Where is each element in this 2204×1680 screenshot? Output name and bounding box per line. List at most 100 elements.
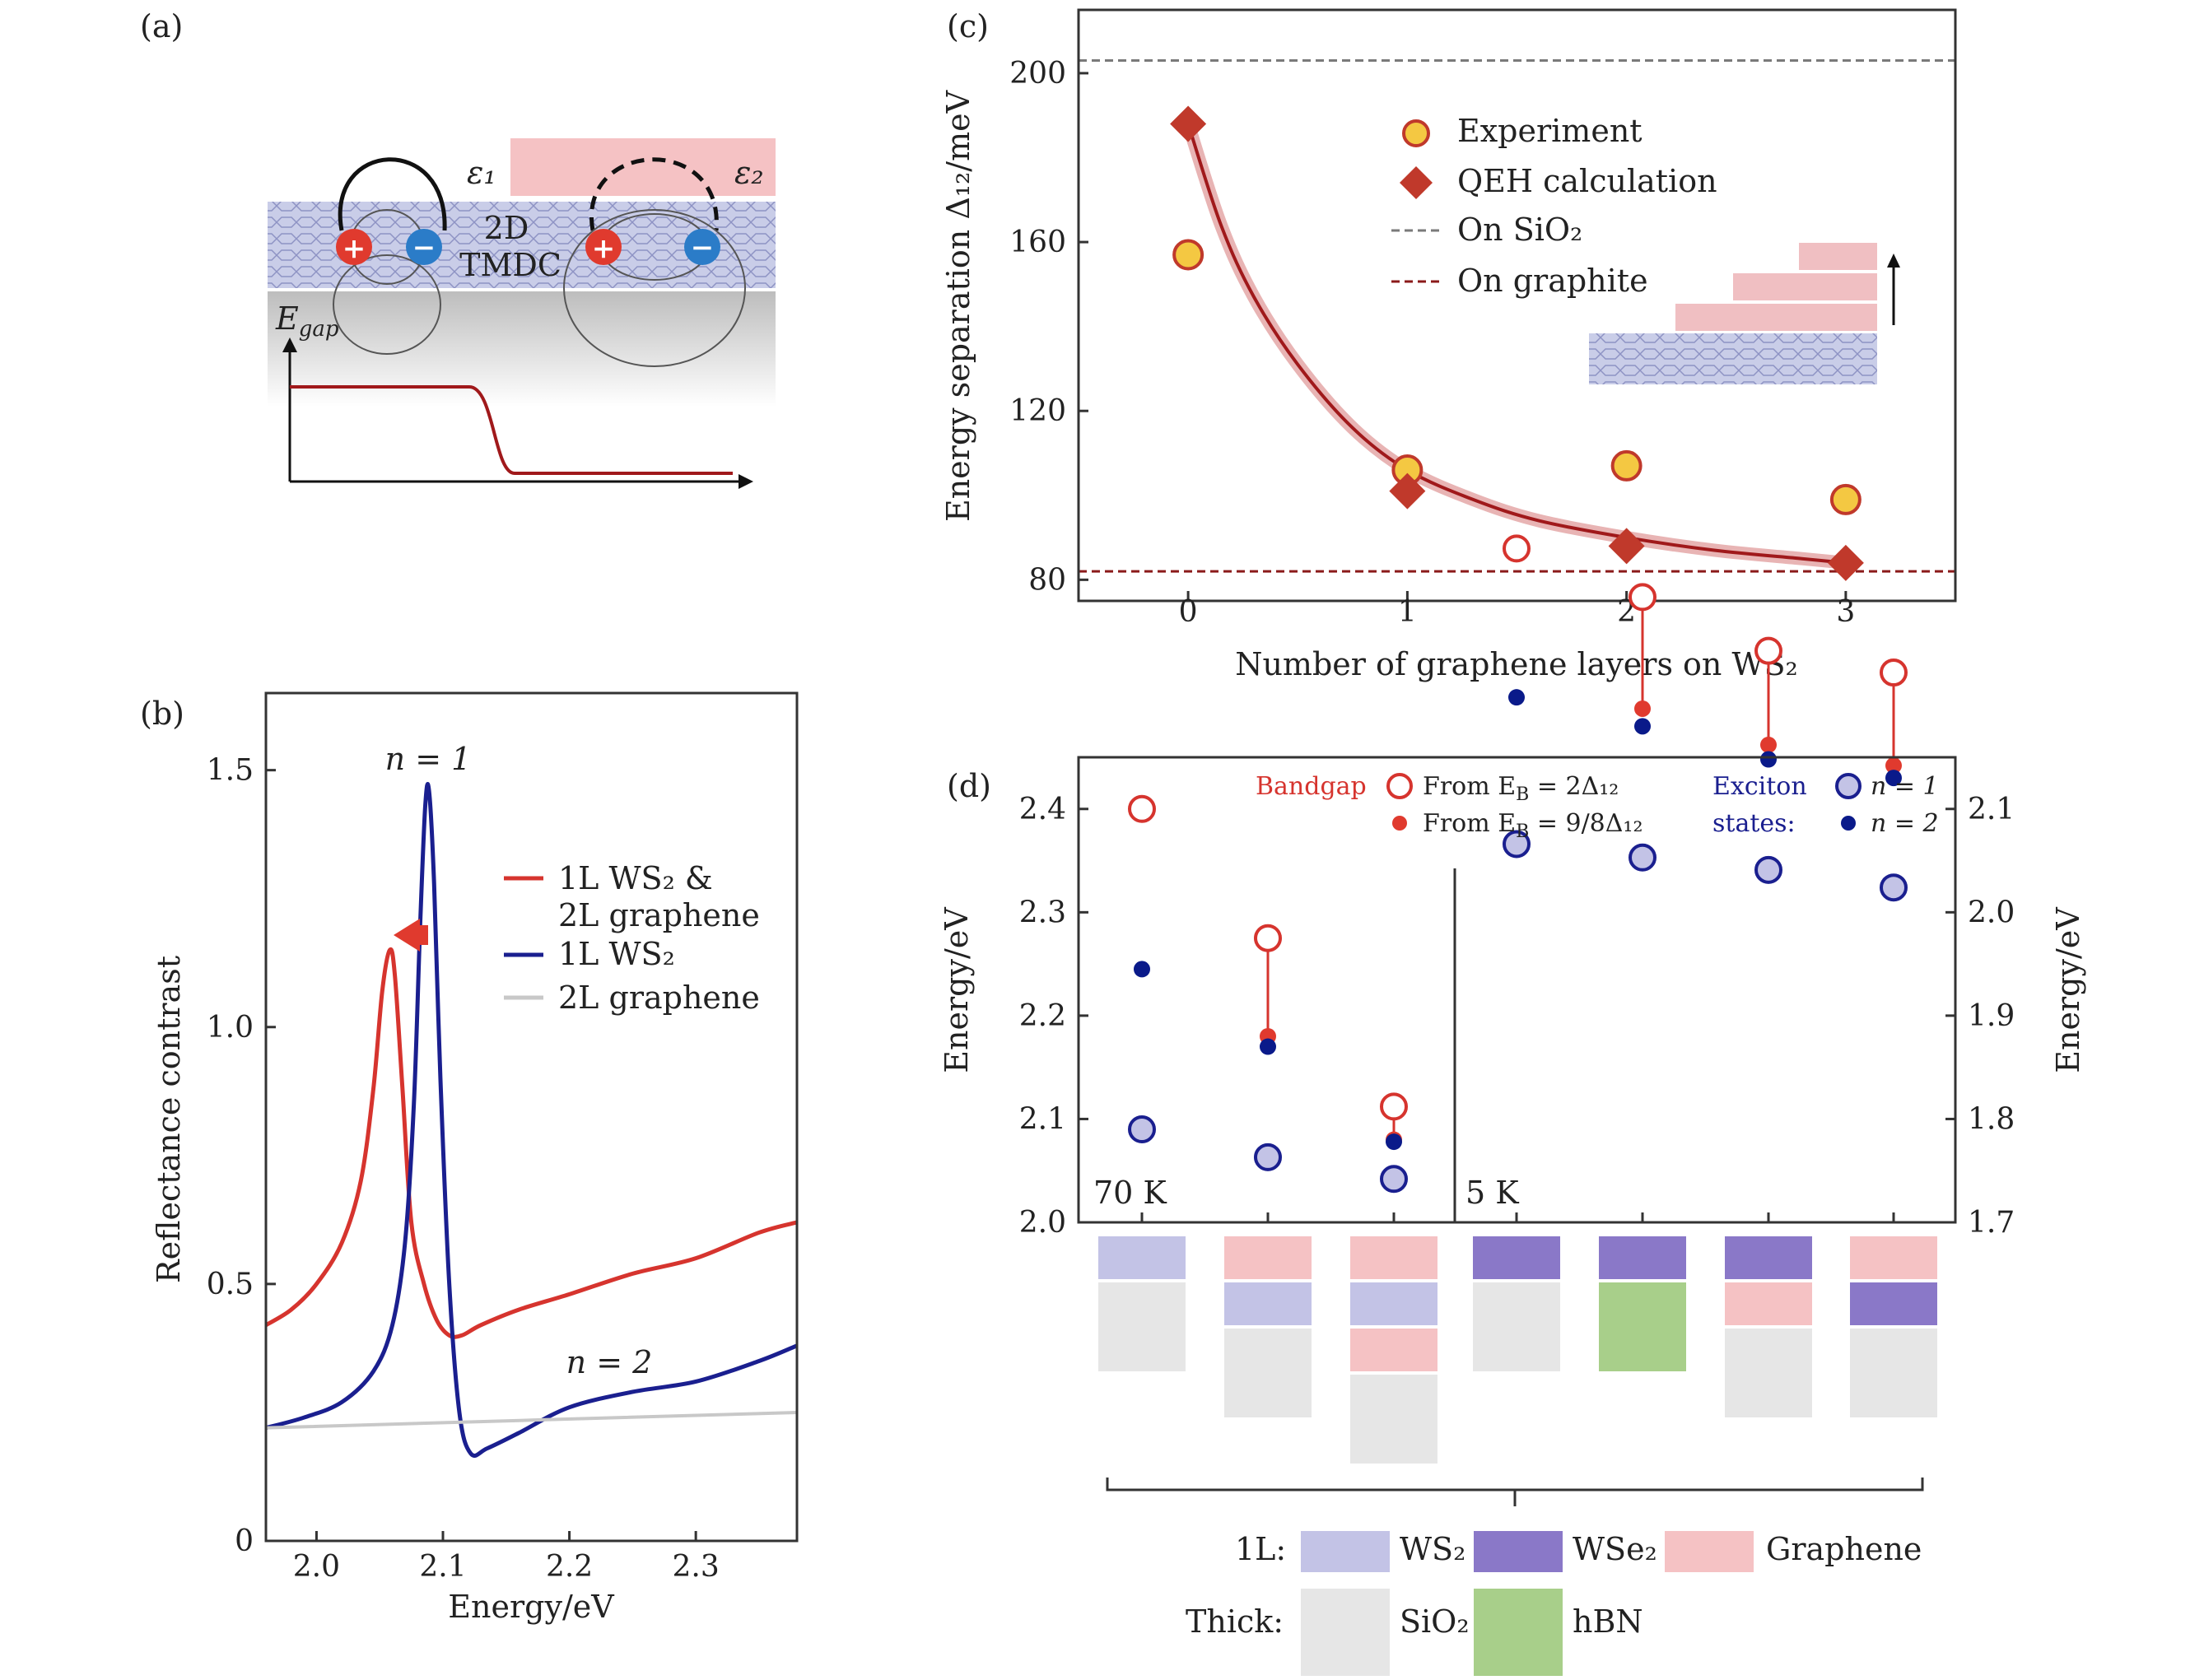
panel-d: (d) 2.0 2.1 2.2 2.3 2.4 1.7 1.8 1.9 2.0 2.1 Ener… (939, 534, 2086, 1676)
egap-label: Egap (275, 300, 339, 342)
stack-layer-ws2 (1350, 1282, 1437, 1325)
legend-marker-qeh (1400, 166, 1433, 199)
y-tick-label-right: 1.7 (1968, 1206, 2015, 1240)
legend-label-graphene: Graphene (1766, 1531, 1922, 1567)
substrate-gradient (268, 291, 776, 407)
legend-label-n1: n = 1 (1871, 772, 1939, 801)
x-axis-label-b: Energy/eV (448, 1589, 614, 1625)
egap-profile-curve (290, 385, 733, 475)
legend-label-hbn: hBN (1573, 1603, 1643, 1640)
exciton-n2-point (1885, 770, 1902, 787)
qeh-point (1827, 544, 1864, 581)
legend-label-sio2: SiO₂ (1400, 1603, 1470, 1640)
legend-thick-label: Thick: (1186, 1603, 1284, 1640)
legend-label-qeh: QEH calculation (1457, 163, 1717, 199)
stack-layer-wse2 (1725, 1236, 1812, 1279)
legend-label-gray: 2L graphene (558, 980, 760, 1016)
stack-layer-ws2 (1224, 1282, 1312, 1325)
stack-layer-ws2 (1098, 1236, 1186, 1279)
stack-layer-wse2 (1850, 1282, 1937, 1325)
inset-graphene-1 (1675, 304, 1877, 331)
bandgap-filled-point (1634, 700, 1651, 717)
legend-swatch-hbn (1474, 1589, 1563, 1676)
y-axis-label-b: Reflectance contrast (151, 956, 187, 1283)
y-tick-label-left: 2.1 (1019, 1102, 1066, 1136)
legend-label-ws2: WS₂ (1400, 1531, 1465, 1567)
field-line-dashed (589, 157, 719, 231)
y-ticks-left-d: 2.0 2.1 2.2 2.3 2.4 (1019, 793, 1088, 1240)
y-tick-label-left: 2.4 (1019, 793, 1066, 826)
plot-frame-c (1077, 8, 1957, 603)
legend-label-graphite: On graphite (1457, 263, 1648, 299)
x-tick-label: 0 (1179, 595, 1198, 629)
y-tick-label: 160 (1009, 226, 1066, 259)
panel-label-d: (d) (947, 768, 991, 804)
eps2-label: ε₂ (734, 155, 764, 191)
x-tick-label: 2.3 (673, 1550, 720, 1584)
electron-icon-right (684, 229, 720, 265)
y-ticks-c: 80 120 160 200 (1009, 57, 1088, 597)
series-line-0 (264, 947, 798, 1339)
x-tick-label: 2.2 (546, 1550, 593, 1584)
plot-frame-b (264, 691, 799, 1543)
y-axis-label-left-d: Energy/eV (939, 907, 975, 1073)
series-line-2 (265, 1410, 798, 1430)
y-ticks-right-d: 1.7 1.8 1.9 2.0 2.1 (1945, 793, 2015, 1240)
legend-swatch-wse2 (1474, 1531, 1563, 1572)
legend-swatch-graphene (1665, 1531, 1754, 1572)
legend-label-red-1: 1L WS₂ & (558, 860, 713, 896)
qeh-point (1170, 105, 1207, 142)
stack-layer-sio2 (1473, 1282, 1560, 1371)
arrow-up-icon (282, 337, 297, 352)
x-tick-label: 3 (1836, 595, 1855, 629)
stack-layer-sio2 (1224, 1329, 1312, 1417)
legend-swatch-ws2 (1301, 1531, 1390, 1572)
bandgap-filled-point (1760, 736, 1777, 753)
y-tick-label: 1.5 (207, 754, 254, 788)
annotation-n1: n = 1 (385, 741, 472, 777)
legend-marker-experiment (1402, 119, 1430, 147)
field-ellipse-right (563, 209, 746, 367)
stack-layer-graphene (1350, 1236, 1437, 1279)
panel-b: (b) Energy/eV Reflectance contrast 2.0 2.… (140, 691, 799, 1625)
hole-icon-right (585, 229, 622, 265)
y-tick-label-right: 2.0 (1968, 896, 2015, 929)
exciton-n2-point (1508, 689, 1525, 706)
legend-label-navy: 1L WS₂ (558, 936, 675, 972)
exciton-n1-point (1880, 873, 1908, 902)
stack-bracket (1106, 1478, 1924, 1492)
legend-1l-label: 1L: (1235, 1531, 1286, 1567)
hole-icon-left (336, 229, 372, 265)
y-tick-label-right: 1.9 (1968, 999, 2015, 1033)
x-ticks-b: 2.0 2.1 2.2 2.3 (293, 1531, 720, 1584)
bandgap-filled-point (1885, 757, 1902, 775)
legend-bandgap-title: Bandgap (1256, 772, 1367, 801)
bandgap-open-point (1128, 794, 1156, 823)
minus-sign-left: − (412, 231, 436, 264)
y-tick-label-left: 2.0 (1019, 1206, 1066, 1240)
legend-marker-n2 (1841, 816, 1856, 831)
separation-plot (1079, 59, 1955, 581)
legend-marker-bandgap-open (1386, 773, 1413, 799)
annotation-n2: n = 2 (566, 1344, 653, 1380)
plus-sign-left: + (342, 232, 366, 265)
panel-label-b: (b) (140, 696, 184, 732)
energy-plot (1128, 534, 1908, 1194)
bandgap-open-point (1254, 924, 1282, 952)
layer-label-tmdc: TMDC (459, 247, 561, 283)
stack-layer-sio2 (1850, 1329, 1937, 1417)
legend-states-title: states: (1712, 809, 1796, 838)
y-tick-label-left: 2.3 (1019, 896, 1066, 929)
stack-layer-wse2 (1599, 1236, 1686, 1279)
y-tick-label: 120 (1009, 394, 1066, 428)
sample-stacks (1098, 1236, 1937, 1464)
stack-layer-graphene (1350, 1329, 1437, 1371)
exciton-n1-point (1380, 1165, 1408, 1194)
legend-label-wse2: WSe₂ (1573, 1531, 1657, 1567)
y-axis-label-right-d: Energy/eV (2050, 907, 2086, 1073)
exciton-n2-point (1760, 751, 1777, 768)
shift-arrow-icon (394, 919, 420, 952)
